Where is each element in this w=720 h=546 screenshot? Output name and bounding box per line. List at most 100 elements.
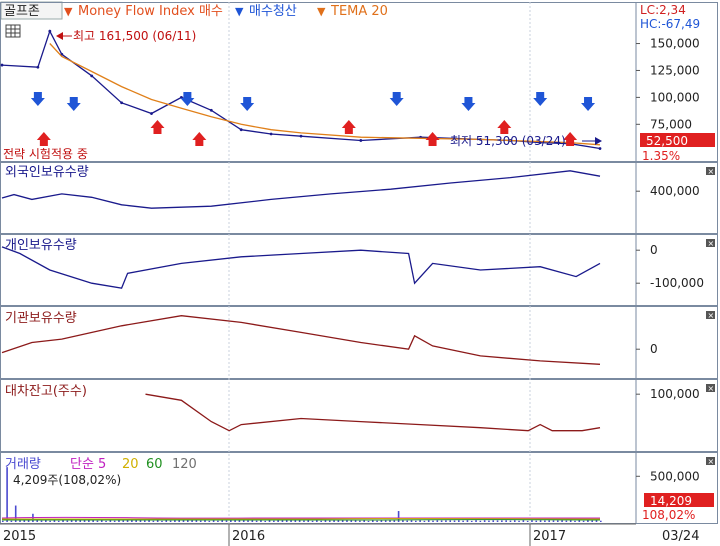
volume-bar-93 <box>402 520 404 522</box>
volume-bar-134 <box>578 520 581 522</box>
price-point-1 <box>36 65 40 69</box>
panel-close-button-4[interactable] <box>706 384 715 392</box>
volume-bar-113 <box>488 520 490 522</box>
stock-name: 골프존 <box>4 4 40 19</box>
volume-legend-volume: 거래량 <box>5 457 41 472</box>
volume-bar-138 <box>595 520 598 522</box>
volume-bar-54 <box>234 520 236 522</box>
panel-close-button-3[interactable] <box>706 311 715 319</box>
volume-bar-120 <box>518 520 520 522</box>
panel-frame-1 <box>0 162 718 234</box>
price-point-9 <box>239 128 243 132</box>
volume-ma60-line <box>1 519 601 521</box>
volume-bar-105 <box>453 520 456 522</box>
volume-bar-122 <box>526 520 529 522</box>
volume-bar-88 <box>380 520 383 522</box>
volume-bar-102 <box>440 520 443 522</box>
volume-bar-104 <box>449 520 452 522</box>
volume-bar-74 <box>320 520 322 522</box>
panel-close-button-5[interactable] <box>706 457 715 465</box>
volume-bar-125 <box>539 520 542 522</box>
volume-bar-80 <box>346 520 348 522</box>
volume-bar-10 <box>45 520 47 522</box>
volume-bar-38 <box>165 520 168 522</box>
volume-bar-36 <box>156 520 159 522</box>
volume-bar-40 <box>174 520 176 522</box>
volume-bar-81 <box>350 520 353 522</box>
volume-bar-34 <box>148 520 150 522</box>
volume-bar-19 <box>83 520 86 522</box>
volume-info-line: 4,209주(108,02%) <box>13 473 121 487</box>
legend-mfi-buy: Money Flow Index 매수 <box>78 4 223 19</box>
volume-bar-50 <box>217 520 219 522</box>
volume-bar-119 <box>513 520 516 522</box>
volume-bar-135 <box>582 520 585 522</box>
volume-bar-64 <box>277 520 279 522</box>
sell-exit-signal-2 <box>180 92 195 106</box>
volume-bar-95 <box>410 520 413 522</box>
price-point-12 <box>359 139 363 142</box>
volume-bar-53 <box>230 520 232 522</box>
volume-bar-51 <box>221 520 224 522</box>
panel-title-lending: 대차잔고(주수) <box>5 384 87 399</box>
volume-bar-128 <box>552 520 555 522</box>
high-annotation: 최고 161,500 (06/11) <box>73 29 196 43</box>
volume-bar-31 <box>135 520 137 522</box>
volume-legend-ma5: 단순 5 <box>70 457 106 472</box>
volume-bar-11 <box>49 520 51 522</box>
volume-bar-28 <box>122 520 125 522</box>
sell-exit-signal-6 <box>533 92 548 106</box>
volume-bar-57 <box>247 520 249 522</box>
current-price-badge <box>640 133 715 147</box>
price-point-5 <box>120 101 123 105</box>
volume-bar-133 <box>574 520 576 522</box>
volume-bar-12 <box>53 520 56 522</box>
volume-bar-117 <box>505 520 507 522</box>
grid-icon[interactable] <box>5 24 21 38</box>
volume-bar-86 <box>371 520 374 522</box>
x-label-2016: 2016 <box>232 529 265 544</box>
hc-readout: HC:-67,49 <box>640 17 700 31</box>
volume-bar-42 <box>182 520 185 522</box>
price-point-10 <box>269 132 273 136</box>
y-tick-label-1-0: 400,000 <box>650 184 700 198</box>
volume-bar-15 <box>66 520 69 522</box>
volume-bar-27 <box>118 520 120 522</box>
volume-bar-21 <box>92 520 94 522</box>
volume-bar-111 <box>479 520 482 522</box>
panel-close-button-2[interactable] <box>706 239 715 247</box>
volume-bar-73 <box>316 520 318 522</box>
volume-bar-18 <box>79 520 82 522</box>
volume-bar-29 <box>126 520 129 522</box>
volume-bar-96 <box>415 520 417 522</box>
volume-bar-75 <box>324 520 327 522</box>
volume-bar-45 <box>195 520 198 522</box>
panel-close-button-1[interactable] <box>706 167 715 175</box>
volume-bar-94 <box>406 520 409 522</box>
series-line-2-0 <box>1 246 601 289</box>
y-tick-label-0-2: 100,000 <box>650 90 700 104</box>
volume-bar-33 <box>143 520 146 522</box>
volume-pct: 108,02% <box>642 508 695 522</box>
volume-bar-25 <box>109 520 112 522</box>
sell-exit-signal-1 <box>66 97 81 111</box>
volume-bar-16 <box>70 520 73 522</box>
volume-bar-99 <box>427 520 430 522</box>
volume-bar-37 <box>161 520 163 522</box>
price-point-4 <box>90 74 94 78</box>
main-panel-header: 골프존 ▼ Money Flow Index 매수 ▼ 매수청산 ▼ TEMA … <box>0 1 388 38</box>
volume-bar-46 <box>199 520 202 522</box>
volume-bar-139 <box>600 520 602 522</box>
volume-bar-123 <box>531 520 533 522</box>
volume-bar-59 <box>255 520 258 522</box>
volume-bar-6 <box>27 520 30 522</box>
volume-bar-116 <box>501 520 503 522</box>
volume-bar-92 <box>397 511 400 522</box>
sell-exit-signal-0 <box>30 92 45 106</box>
volume-bar-106 <box>458 520 460 522</box>
volume-bar-26 <box>113 520 116 522</box>
price-point-11 <box>299 134 303 138</box>
volume-bar-22 <box>96 520 99 522</box>
close-icon-3: × <box>708 311 715 320</box>
